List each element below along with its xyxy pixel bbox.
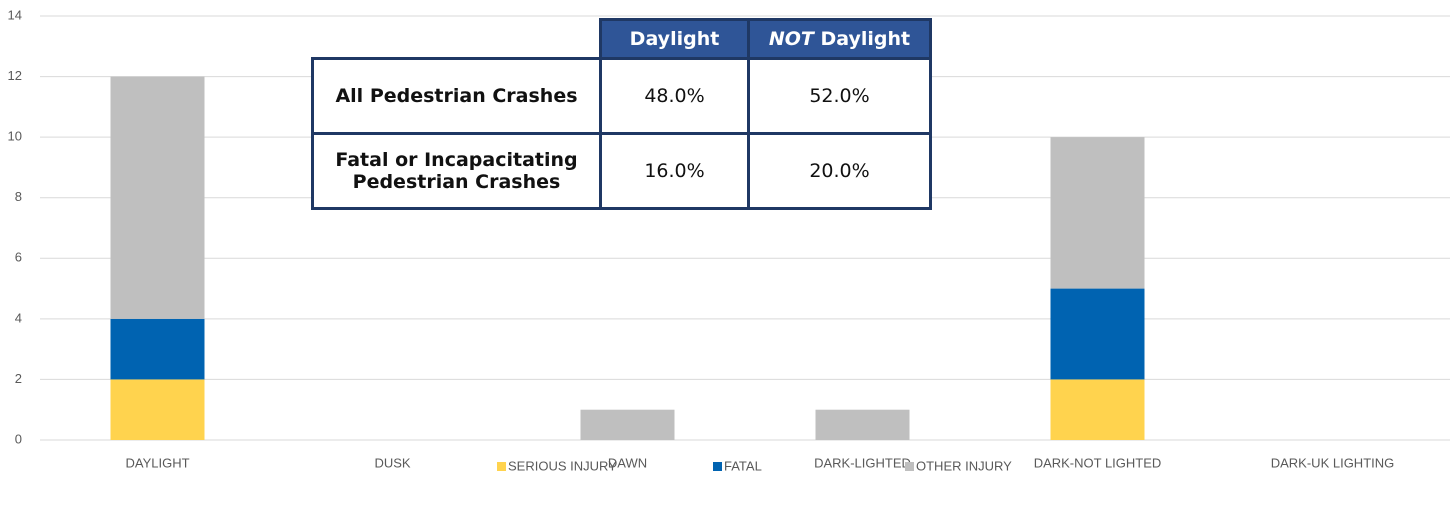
header-text: Daylight xyxy=(820,28,911,50)
y-tick-label: 2 xyxy=(15,371,22,386)
summary-table: Daylight NOT Daylight All Pedestrian Cra… xyxy=(311,18,932,210)
bar-segment xyxy=(1050,379,1145,440)
header-text: Daylight xyxy=(629,28,720,50)
x-tick-label: DARK-UK LIGHTING xyxy=(1271,455,1395,470)
legend-swatch xyxy=(905,462,914,471)
bar-segment xyxy=(110,76,205,319)
blank-cell xyxy=(311,18,602,60)
x-tick-label: DUSK xyxy=(374,455,410,470)
y-tick-label: 6 xyxy=(15,250,22,265)
y-tick-label: 4 xyxy=(15,310,22,325)
y-tick-label: 14 xyxy=(8,7,22,22)
column-header: Daylight xyxy=(599,18,750,60)
x-tick-label: DARK-NOT LIGHTED xyxy=(1034,455,1162,470)
legend-label: FATAL xyxy=(724,458,762,473)
table-row: Fatal or Incapacitating Pedestrian Crash… xyxy=(311,132,932,210)
cell: 48.0% xyxy=(599,57,750,135)
cell: 20.0% xyxy=(747,132,932,210)
legend-label: OTHER INJURY xyxy=(916,458,1012,473)
cell: 52.0% xyxy=(747,57,932,135)
y-tick-label: 0 xyxy=(15,431,22,446)
bar-segment xyxy=(110,379,205,440)
y-tick-label: 12 xyxy=(8,68,22,83)
bar-segment xyxy=(110,318,205,380)
header-emphasis: NOT xyxy=(768,28,814,50)
legend-swatch xyxy=(497,462,506,471)
row-label: Fatal or Incapacitating Pedestrian Crash… xyxy=(311,132,602,210)
bar-segment xyxy=(815,409,910,440)
table-row: All Pedestrian Crashes 48.0% 52.0% xyxy=(311,57,932,135)
y-tick-label: 10 xyxy=(8,129,22,144)
bar-segment xyxy=(1050,137,1145,289)
table-header: Daylight NOT Daylight xyxy=(311,18,932,60)
legend-swatch xyxy=(713,462,722,471)
legend-label: SERIOUS INJURY xyxy=(508,458,617,473)
bar-segment xyxy=(1050,288,1145,380)
cell: 16.0% xyxy=(599,132,750,210)
x-tick-label: DARK-LIGHTED xyxy=(814,455,911,470)
y-tick-label: 8 xyxy=(15,189,22,204)
bar-segment xyxy=(580,409,675,440)
column-header: NOT Daylight xyxy=(747,18,932,60)
row-label: All Pedestrian Crashes xyxy=(311,57,602,135)
x-tick-label: DAWN xyxy=(608,455,647,470)
x-tick-label: DAYLIGHT xyxy=(125,455,189,470)
